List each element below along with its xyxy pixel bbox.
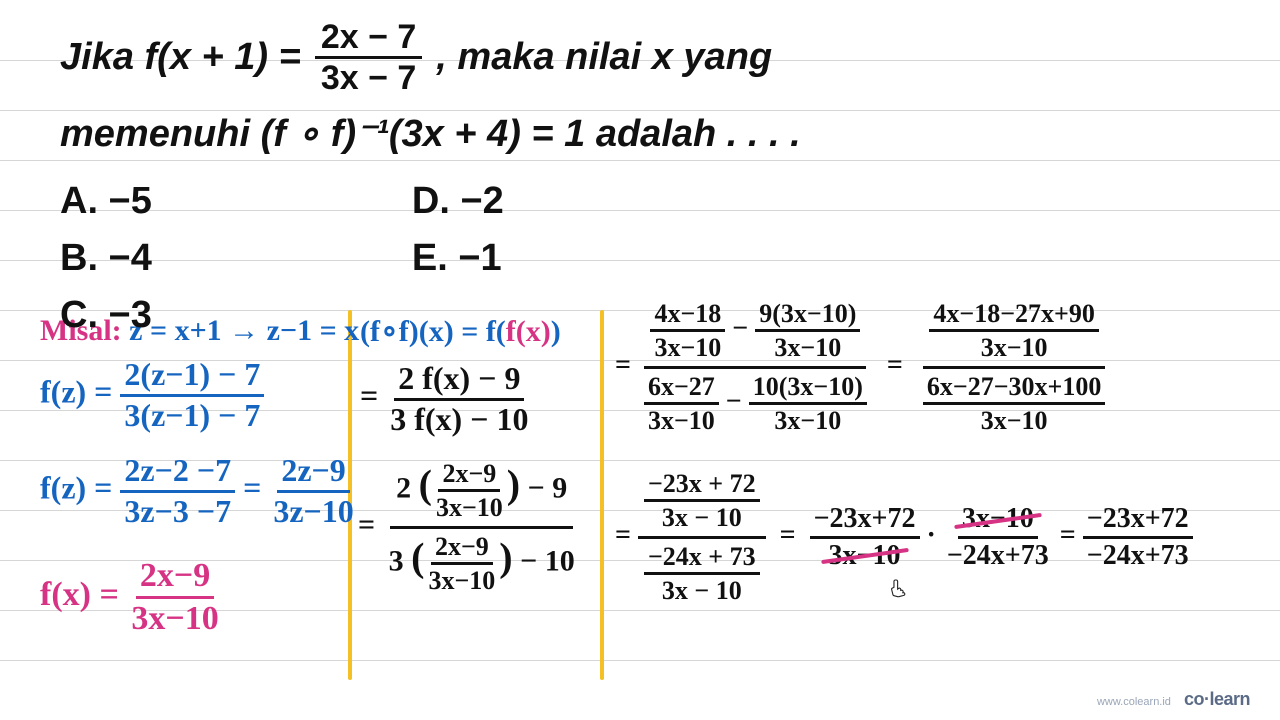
m2bid: 3x−10 xyxy=(424,565,499,594)
sb-n: −24x + 73 xyxy=(644,543,760,575)
q1-post: , maka nilai x yang xyxy=(436,30,772,85)
tr-n: −23x+72 xyxy=(1083,504,1193,538)
tb-d: −24x+73 xyxy=(943,539,1053,570)
fz1-num: 2(z−1) − 7 xyxy=(120,358,264,397)
fz2b-den: 3z−10 xyxy=(269,493,357,529)
ta-n: −23x+72 xyxy=(810,504,920,538)
m2tin: 2x−9 xyxy=(438,460,500,492)
fz2a-num: 2z−2 −7 xyxy=(120,454,235,493)
opt-b: B. −4 xyxy=(60,231,152,286)
question-line-1: Jika f(x + 1) = 2x − 7 3x − 7 , maka nil… xyxy=(60,20,1240,95)
fz2b-num: 2z−9 xyxy=(277,454,349,493)
q1-frac-num: 2x − 7 xyxy=(315,20,422,59)
options-right: D. −2 E. −1 xyxy=(412,174,504,345)
mid1-den: 3 f(x) − 10 xyxy=(386,401,532,437)
fx-num: 2x−9 xyxy=(136,558,214,599)
fx-final: f(x) = 2x−9 3x−10 xyxy=(40,558,223,636)
mid1-num: 2 f(x) − 9 xyxy=(394,362,524,401)
opt-d: D. −2 xyxy=(412,174,504,229)
rba-n: 6x−27 xyxy=(644,373,719,405)
fz-step1: f(z) = 2(z−1) − 7 3(z−1) − 7 xyxy=(40,358,264,432)
opt-e: E. −1 xyxy=(412,231,504,286)
tr-d: −24x+73 xyxy=(1083,539,1193,570)
sb-d: 3x − 10 xyxy=(658,575,746,604)
m2tpo: − 9 xyxy=(528,472,568,505)
rbb-n: 10(3x−10) xyxy=(749,373,867,405)
m2tid: 3x−10 xyxy=(432,492,507,521)
r2b-n: 6x−27−30x+100 xyxy=(923,373,1105,405)
rbb-d: 3x−10 xyxy=(770,405,845,434)
r2b-d: 3x−10 xyxy=(977,405,1052,434)
opt-a: A. −5 xyxy=(60,174,152,229)
options-left: A. −5 B. −4 C. −3 xyxy=(60,174,152,345)
fz2a-den: 3z−3 −7 xyxy=(120,493,235,529)
fz-step2: f(z) = 2z−2 −7 3z−3 −7 = 2z−9 3z−10 xyxy=(40,454,358,528)
brand1: co xyxy=(1184,689,1204,709)
m2bin: 2x−9 xyxy=(431,533,493,565)
mid-step1: = 2 f(x) − 9 3 f(x) − 10 xyxy=(360,362,532,436)
q1-pre: Jika f(x + 1) = xyxy=(60,30,301,85)
st-d: 3x − 10 xyxy=(658,502,746,531)
m2tp: 2 xyxy=(396,472,411,505)
brand2: learn xyxy=(1209,689,1250,709)
m2bpo: − 10 xyxy=(520,544,575,577)
q1-frac-den: 3x − 7 xyxy=(315,59,422,95)
question-line-2: memenuhi (f ∘ f)⁻¹(3x + 4) = 1 adalah . … xyxy=(60,107,1240,162)
opt-c: C. −3 xyxy=(60,288,152,343)
tb-n: 3x−10 xyxy=(958,504,1038,538)
footer: www.colearn.id co·learn xyxy=(1097,689,1250,710)
fz1-den: 3(z−1) − 7 xyxy=(120,397,264,433)
options: A. −5 B. −4 C. −3 D. −2 E. −1 xyxy=(60,174,1240,345)
rba-d: 3x−10 xyxy=(644,405,719,434)
footer-url: www.colearn.id xyxy=(1097,696,1171,708)
mid-step2: = 2 ( 2x−9 3x−10 ) − 9 3 ( 2x−9 3x−10 ) … xyxy=(358,460,581,594)
fx-den: 3x−10 xyxy=(127,599,222,637)
ta-d: 3x−10 xyxy=(825,539,905,570)
q1-fraction: 2x − 7 3x − 7 xyxy=(315,20,422,95)
cursor-icon xyxy=(888,578,910,604)
m2bp: 3 xyxy=(389,544,404,577)
st-n: −23x + 72 xyxy=(644,470,760,502)
divider-2 xyxy=(600,310,604,680)
